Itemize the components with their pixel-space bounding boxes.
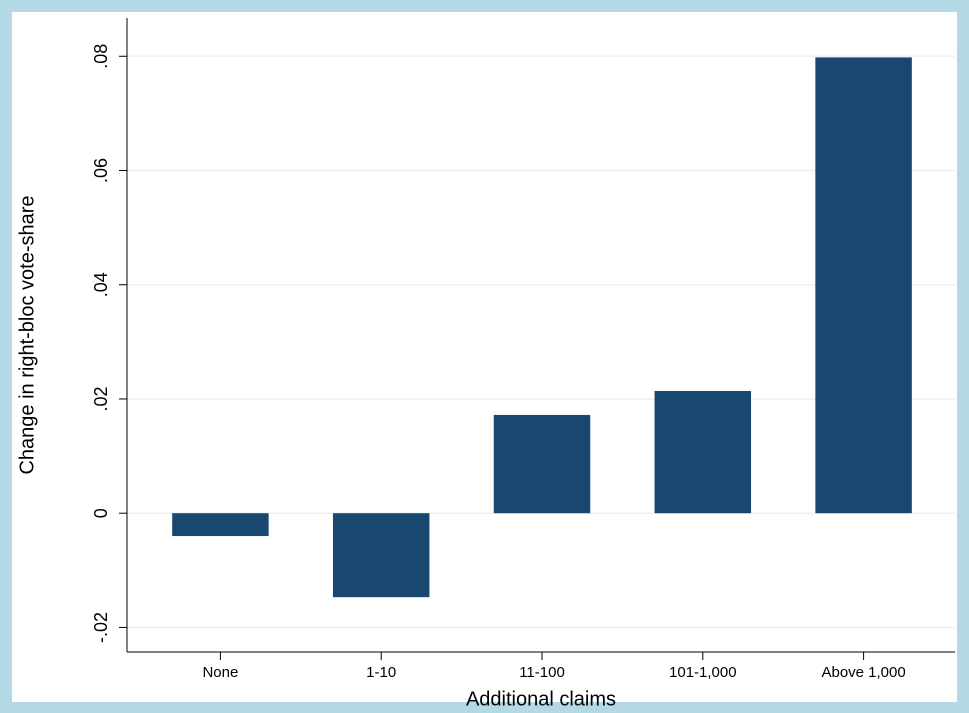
y-tick-label: 0 xyxy=(91,508,111,518)
y-tick-label: .08 xyxy=(91,44,111,69)
y-tick-label: .06 xyxy=(91,158,111,183)
plot-background xyxy=(12,12,957,702)
x-axis-title: Additional claims xyxy=(466,688,616,710)
x-tick-label: 11-100 xyxy=(519,664,565,681)
x-tick-label: Above 1,000 xyxy=(821,664,905,681)
bar xyxy=(172,513,269,537)
bar xyxy=(654,390,752,514)
x-tick-label: None xyxy=(202,664,238,681)
x-tick-label: 101-1,000 xyxy=(669,664,737,681)
y-tick-label: .02 xyxy=(91,386,111,411)
y-axis-title: Change in right-bloc vote-share xyxy=(16,195,38,474)
bar xyxy=(332,513,430,598)
bar xyxy=(815,57,912,514)
y-tick-label: -.02 xyxy=(91,612,111,643)
bar xyxy=(493,414,591,514)
y-tick-label: .04 xyxy=(91,272,111,297)
x-tick-label: 1-10 xyxy=(366,664,396,681)
